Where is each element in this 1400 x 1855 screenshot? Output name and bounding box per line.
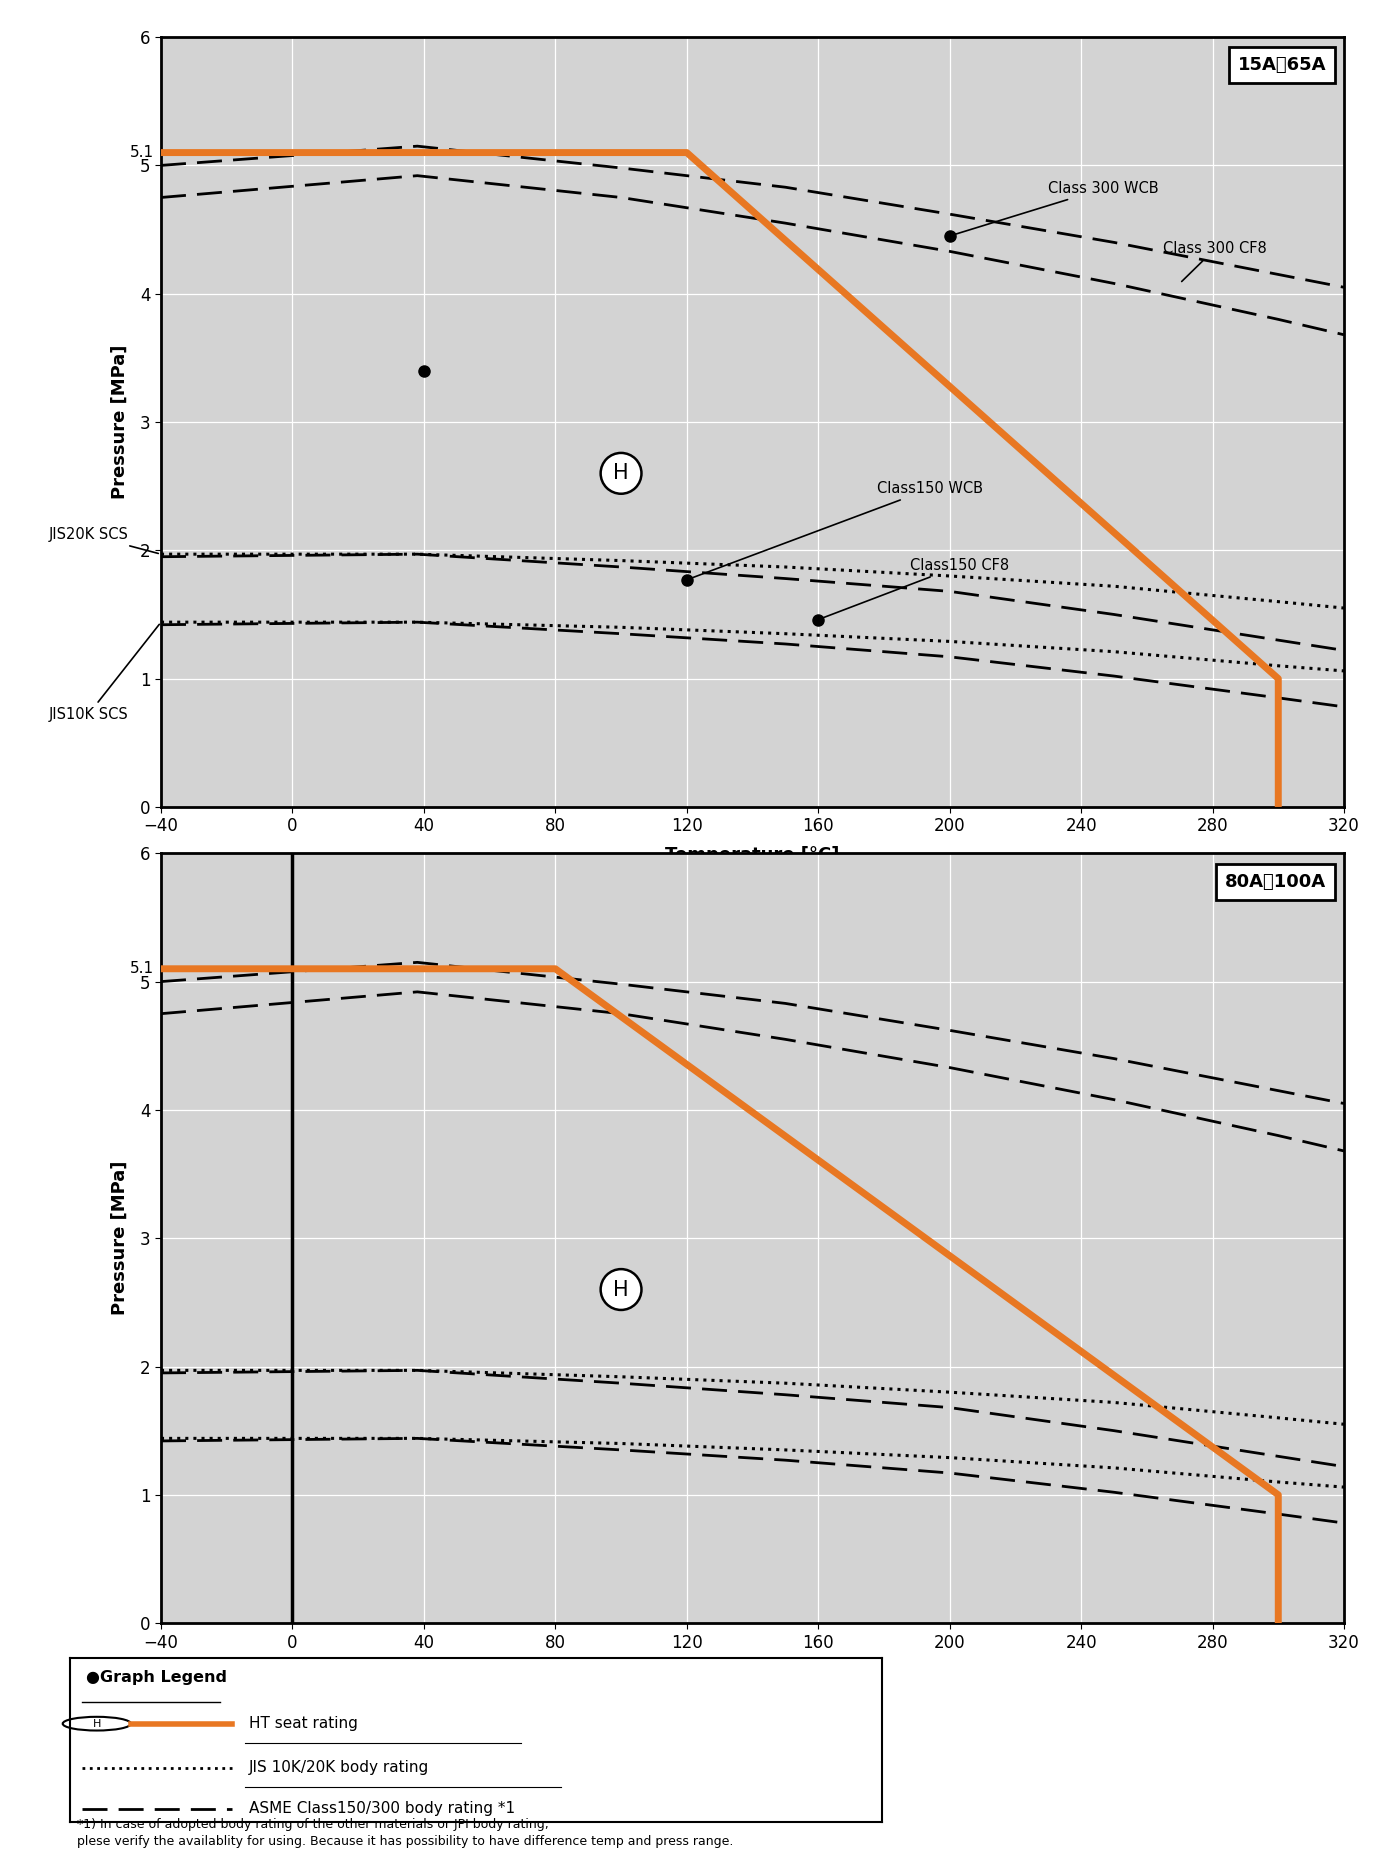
Text: JIS 10K/20K body rating: JIS 10K/20K body rating: [249, 1760, 428, 1775]
Text: Class150 CF8: Class150 CF8: [820, 558, 1009, 618]
Text: ●Graph Legend: ●Graph Legend: [87, 1670, 227, 1684]
X-axis label: Temperature [°C]: Temperature [°C]: [665, 1662, 840, 1681]
Text: plese verify the availablity for using. Because it has possibility to have diffe: plese verify the availablity for using. …: [77, 1835, 734, 1848]
Circle shape: [63, 1718, 132, 1731]
Text: *1) In case of adopted body rating of the other materials or JPI body rating,: *1) In case of adopted body rating of th…: [77, 1818, 549, 1831]
X-axis label: Temperature [°C]: Temperature [°C]: [665, 846, 840, 864]
Y-axis label: Pressure [MPa]: Pressure [MPa]: [111, 1161, 129, 1315]
Text: Class 300 WCB: Class 300 WCB: [952, 182, 1159, 236]
Text: Class 300 CF8: Class 300 CF8: [1163, 241, 1267, 282]
Text: H: H: [613, 464, 629, 484]
Text: JIS20K SCS: JIS20K SCS: [48, 527, 158, 553]
Text: 80A～100A: 80A～100A: [1225, 872, 1326, 890]
Text: 15A～65A: 15A～65A: [1238, 56, 1326, 74]
Text: Class150 WCB: Class150 WCB: [689, 480, 983, 579]
Text: H: H: [613, 1280, 629, 1300]
Text: 5.1: 5.1: [130, 961, 154, 976]
Text: 5.1: 5.1: [130, 145, 154, 160]
Y-axis label: Pressure [MPa]: Pressure [MPa]: [111, 345, 129, 499]
Text: HT seat rating: HT seat rating: [249, 1716, 357, 1731]
Text: JIS10K SCS: JIS10K SCS: [49, 625, 160, 722]
Text: H: H: [92, 1720, 101, 1729]
Text: ASME Class150/300 body rating *1: ASME Class150/300 body rating *1: [249, 1801, 515, 1816]
